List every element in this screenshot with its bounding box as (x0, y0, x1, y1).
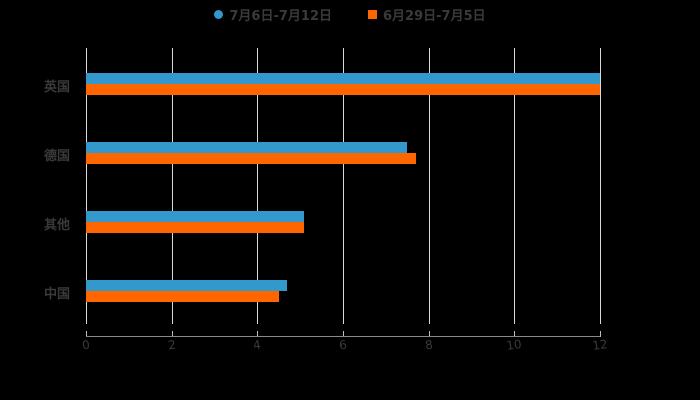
circle-marker-icon (214, 9, 224, 19)
bar-current-week[interactable] (86, 280, 288, 291)
x-axis-tick (257, 331, 259, 337)
bar-previous-week[interactable] (86, 153, 416, 164)
legend-item-series-0[interactable]: 7月6日-7月12日 (214, 4, 332, 24)
x-axis-tick (171, 331, 173, 337)
gridline (171, 48, 173, 324)
x-axis-tick-label: 12 (591, 337, 609, 353)
gridline (514, 48, 516, 324)
legend-label: 7月6日-7月12日 (229, 8, 332, 24)
x-axis-tick (86, 331, 87, 337)
x-axis-tick-label: 0 (81, 337, 91, 353)
bar-current-week[interactable] (86, 142, 408, 153)
x-axis-tick (514, 331, 516, 337)
category-label: 英国 (44, 80, 71, 95)
category-label: 中国 (44, 287, 71, 302)
bar-current-week[interactable] (86, 211, 305, 222)
legend-item-series-1[interactable]: 6月29日-7月5日 (368, 4, 486, 24)
x-axis-tick-label: 8 (423, 337, 434, 353)
square-marker-icon (368, 9, 377, 19)
x-axis-tick (428, 331, 430, 337)
category-label: 德国 (44, 149, 71, 164)
x-axis-tick (343, 331, 344, 337)
bar-previous-week[interactable] (86, 222, 305, 233)
category-label: 其他 (44, 218, 71, 233)
x-axis-tick-label: 4 (252, 337, 263, 353)
bar-previous-week[interactable] (86, 291, 279, 302)
x-axis-tick-label: 2 (166, 337, 177, 353)
chart-legend: 7月6日-7月12日 6月29日-7月5日 (0, 4, 700, 24)
x-axis-tick-label: 10 (505, 337, 523, 353)
gridline (600, 48, 601, 324)
x-axis-line (86, 336, 600, 337)
gridline (428, 48, 430, 324)
x-axis-tick-label: 6 (338, 337, 348, 353)
gridline (343, 48, 344, 324)
bar-previous-week[interactable] (86, 84, 600, 95)
bar-current-week[interactable] (86, 73, 600, 84)
legend-label: 6月29日-7月5日 (383, 8, 486, 24)
gridline (257, 48, 259, 324)
gridline (86, 48, 87, 324)
x-axis-tick (600, 331, 601, 337)
